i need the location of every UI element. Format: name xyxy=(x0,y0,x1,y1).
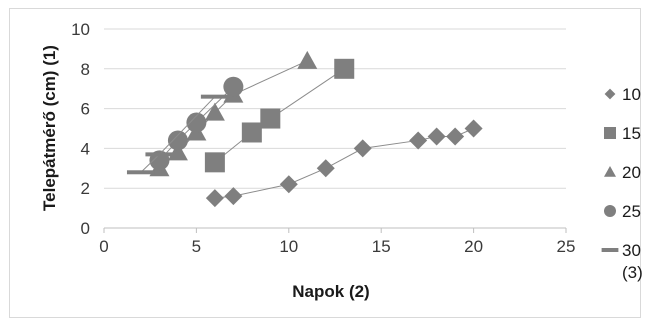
legend-label-10: 10 xyxy=(622,85,641,104)
series-15-point-3 xyxy=(260,108,281,129)
y-tick-label-6: 6 xyxy=(81,100,90,119)
y-axis-title: Telepátmérő (cm) (1) xyxy=(40,45,59,211)
series-30 xyxy=(126,94,229,175)
series-30-point-1 xyxy=(126,170,155,175)
series-30-point-2 xyxy=(145,152,174,157)
axes: 0 2 4 6 8 10 0 5 10 15 20 25 xyxy=(71,20,575,256)
series-layer xyxy=(126,50,483,208)
series-15-point-1 xyxy=(204,152,225,173)
x-tick-label-0: 0 xyxy=(99,237,108,256)
series-30-point-3 xyxy=(200,94,229,99)
series-15-point-4 xyxy=(334,58,355,79)
legend-marker-20 xyxy=(604,166,616,177)
y-tick-label-4: 4 xyxy=(81,139,90,158)
legend-label-30: 30 xyxy=(622,241,641,260)
series-15 xyxy=(204,58,355,173)
series-15-point-2 xyxy=(241,122,262,143)
x-axis-title: Napok (2) xyxy=(292,282,369,301)
series-10-point-9 xyxy=(464,119,483,138)
series-20-point-6 xyxy=(297,50,318,69)
series-20 xyxy=(149,50,318,177)
grid-lines xyxy=(104,28,566,189)
x-tick-label-10: 10 xyxy=(279,237,298,256)
y-tick-label-2: 2 xyxy=(81,179,90,198)
series-10 xyxy=(205,119,483,208)
legend-item-20: 20 xyxy=(604,163,641,182)
series-25-point-3 xyxy=(186,112,207,133)
legend-suffix-30: (3) xyxy=(622,263,643,282)
legend-marker-30 xyxy=(601,248,619,252)
series-10-point-5 xyxy=(353,139,372,158)
legend-item-25: 25 xyxy=(604,202,641,221)
legend-marker-10 xyxy=(604,88,616,100)
legend-label-25: 25 xyxy=(622,202,641,221)
y-tick-label-8: 8 xyxy=(81,60,90,79)
series-10-point-4 xyxy=(316,159,335,178)
series-10-point-7 xyxy=(427,127,446,146)
series-30-line xyxy=(140,96,216,173)
x-tick-label-25: 25 xyxy=(557,237,576,256)
series-25-point-2 xyxy=(167,130,188,151)
series-10-point-1 xyxy=(205,189,224,208)
y-tick-label-10: 10 xyxy=(71,20,90,39)
legend-marker-15 xyxy=(604,127,616,139)
legend-marker-25 xyxy=(604,205,616,217)
series-20-point-4 xyxy=(204,102,225,121)
series-10-point-8 xyxy=(446,127,465,146)
series-10-point-3 xyxy=(279,175,298,194)
legend-label-20: 20 xyxy=(622,163,641,182)
x-tick-label-15: 15 xyxy=(372,237,391,256)
x-tick-label-5: 5 xyxy=(192,237,201,256)
legend-item-15: 15 xyxy=(604,124,641,143)
legend-item-10: 10 xyxy=(604,85,641,104)
x-tick-label-20: 20 xyxy=(464,237,483,256)
y-tick-label-0: 0 xyxy=(81,219,90,238)
series-10-point-2 xyxy=(224,187,243,206)
legend-label-15: 15 xyxy=(622,124,641,143)
series-25-point-4 xyxy=(223,76,244,97)
series-25-line xyxy=(159,86,234,161)
series-10-point-6 xyxy=(409,131,428,150)
legend-item-30: 30(3) xyxy=(601,241,643,282)
